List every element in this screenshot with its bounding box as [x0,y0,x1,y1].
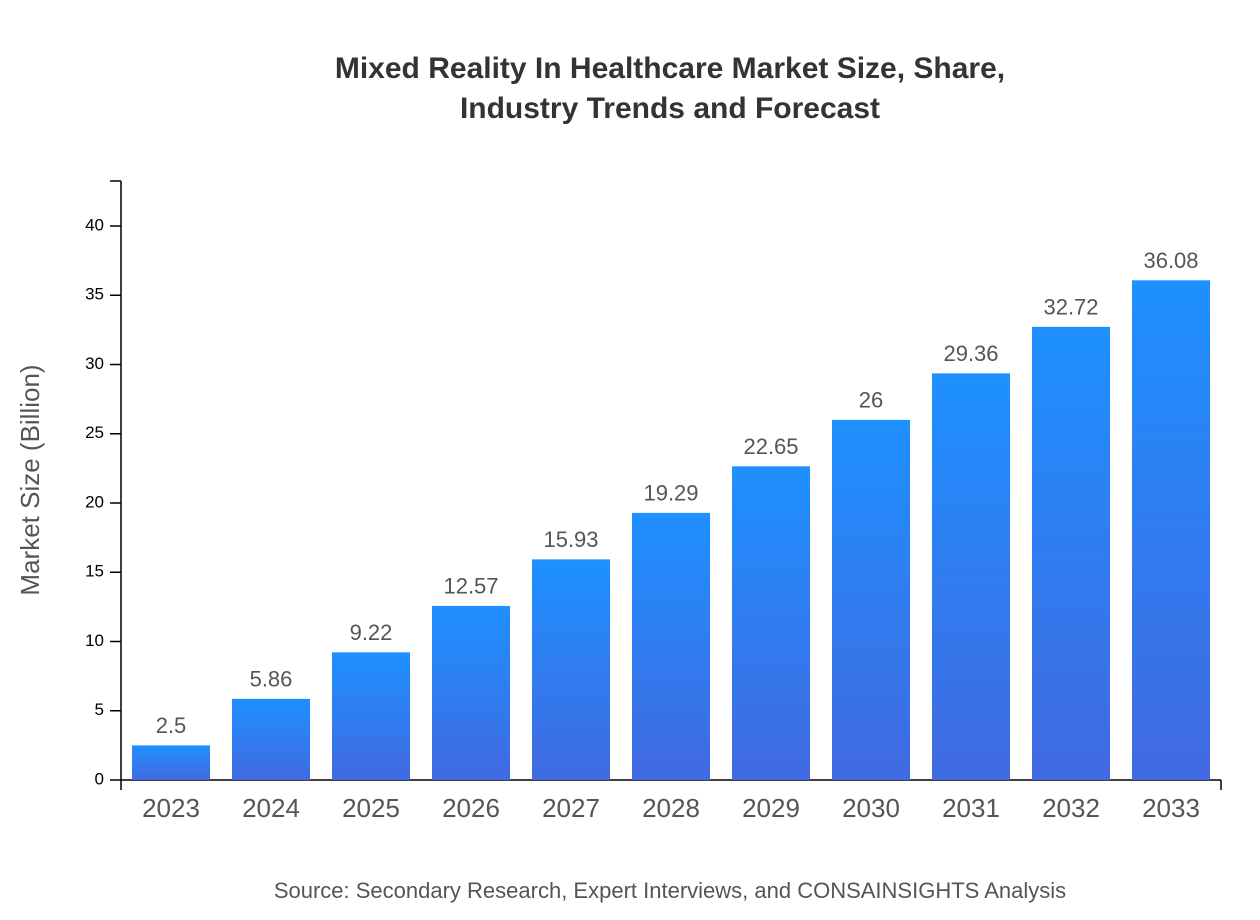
value-label: 32.72 [1043,295,1098,320]
x-tick-label: 2029 [742,793,800,823]
bar [1032,326,1110,780]
bar [332,652,410,780]
x-tick-label: 2027 [542,793,600,823]
value-label: 26 [859,388,883,413]
bar [1132,280,1210,780]
source-note: Source: Secondary Research, Expert Inter… [274,878,1066,903]
value-label: 12.57 [443,574,498,599]
x-tick-label: 2030 [842,793,900,823]
value-label: 36.08 [1143,248,1198,273]
value-label: 2.5 [156,713,187,738]
x-tick-label: 2032 [1042,793,1100,823]
value-label: 29.36 [943,341,998,366]
y-tick-label: 5 [95,700,104,719]
x-tick-label: 2024 [242,793,300,823]
chart-title: Industry Trends and Forecast [460,92,880,125]
y-tick-label: 20 [85,492,104,511]
y-axis-label: Market Size (Billion) [15,364,45,595]
y-tick-label: 30 [85,354,104,373]
x-tick-label: 2023 [142,793,200,823]
chart-title: Mixed Reality In Healthcare Market Size,… [335,52,1005,85]
y-tick-label: 0 [95,769,104,788]
x-tick-label: 2025 [342,793,400,823]
bar [532,559,610,780]
y-tick-label: 10 [85,631,104,650]
bar [132,745,210,780]
x-tick-label: 2031 [942,793,1000,823]
bar [632,512,710,780]
x-tick-label: 2026 [442,793,500,823]
bar [432,605,510,780]
bar [932,373,1010,780]
value-label: 22.65 [743,434,798,459]
y-tick-label: 15 [85,562,104,581]
value-label: 15.93 [543,527,598,552]
x-tick-label: 2033 [1142,793,1200,823]
value-label: 5.86 [250,667,293,692]
bar [832,419,910,780]
y-tick-label: 40 [85,215,104,234]
value-label: 19.29 [643,481,698,506]
x-tick-label: 2028 [642,793,700,823]
y-tick-label: 25 [85,423,104,442]
bar [232,698,310,780]
y-tick-label: 35 [85,285,104,304]
bar [732,466,810,780]
value-label: 9.22 [350,620,393,645]
